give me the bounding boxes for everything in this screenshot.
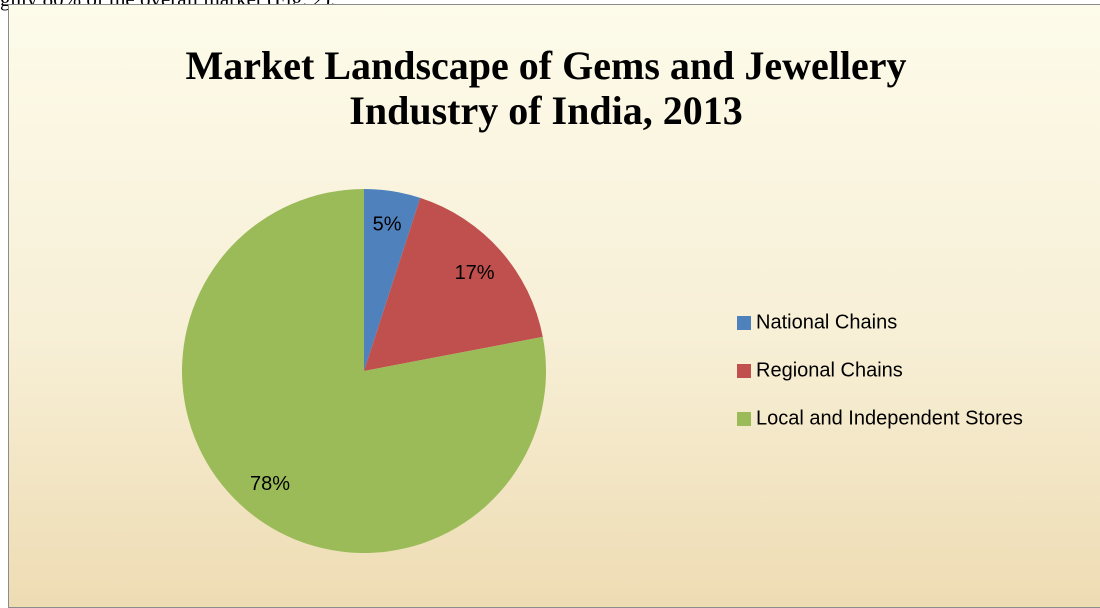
legend-label: Regional Chains [756, 359, 903, 381]
legend-label: National Chains [756, 311, 897, 333]
chart: Market Landscape of Gems and Jewellery I… [8, 4, 1100, 608]
plot: 5% 17% 78% National Chains Regional Chains Lo… [182, 189, 1023, 554]
data-label: 17% [455, 262, 495, 284]
chart-title: Market Landscape of Gems and Jewellery I… [185, 43, 907, 133]
pie-slice [364, 197, 543, 371]
legend-swatch [737, 412, 751, 426]
data-label: 5% [373, 214, 402, 236]
pie-slice [182, 189, 547, 554]
data-label: 78% [250, 473, 290, 495]
legend-swatch [737, 364, 751, 378]
legend-label: Local and Independent Stores [756, 407, 1023, 429]
legend-swatch [737, 316, 751, 330]
pie-slice [364, 189, 421, 371]
